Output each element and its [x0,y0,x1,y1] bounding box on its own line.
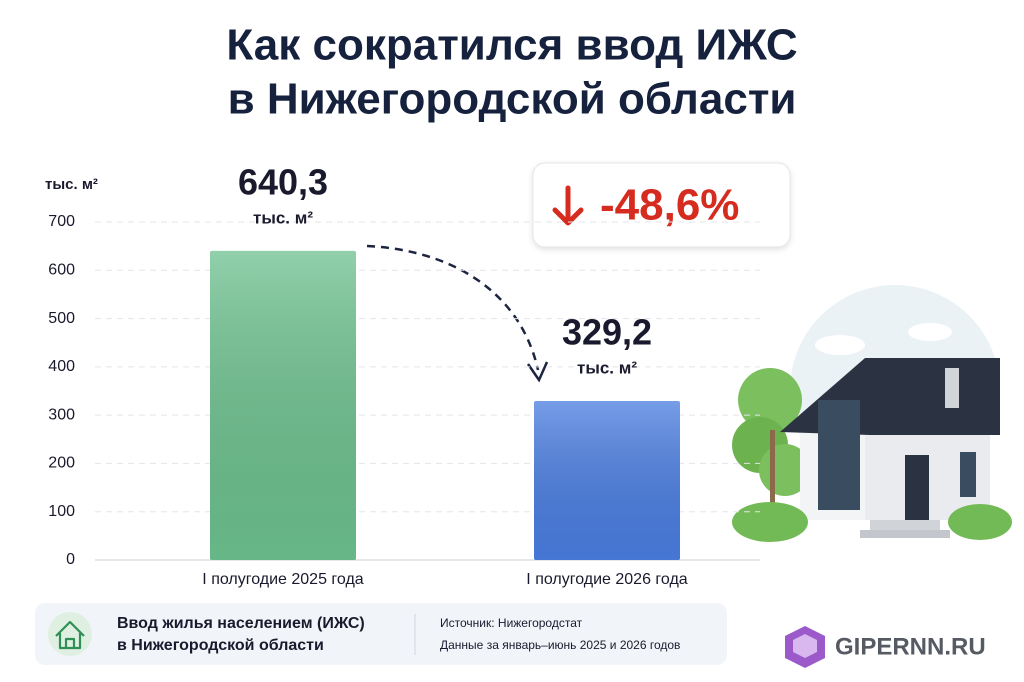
value-label: 640,3 [238,161,328,202]
y-tick-label: 700 [48,213,75,230]
y-tick-label: 100 [48,503,75,520]
change-badge [532,162,791,248]
footer-panel [35,603,727,665]
bar [534,401,680,560]
brand: GIPERNN.RU [835,633,986,660]
footer-note: Данные за январь–июнь 2025 и 2026 годов [440,638,680,652]
value-label: 329,2 [562,312,652,353]
y-tick-label: 200 [48,455,75,472]
footer-icon-bg [48,612,92,656]
down-arrow-icon [552,185,584,226]
footer-title: Ввод жилья населением (ИЖС) [117,615,365,632]
y-tick-label: 0 [66,551,75,568]
value-unit: тыс. м² [253,208,313,227]
x-tick-label: I полугодие 2026 года [526,571,687,588]
footer-title: в Нижегородской области [117,637,324,654]
value-unit: тыс. м² [577,359,637,378]
house-illustration [732,285,1012,542]
chart-title: Как сократился ввод ИЖС [226,21,797,70]
chart-title: в Нижегородской области [228,75,797,124]
trend-arrow-head [526,361,549,383]
y-tick-label: 600 [48,262,75,279]
footer-source: Источник: Нижегородстат [440,616,583,630]
x-tick-label: I полугодие 2025 года [202,571,363,588]
y-axis-label: тыс. м² [45,176,98,193]
y-tick-label: 300 [48,406,75,423]
brand-logo [785,626,825,668]
change-label: -48,6% [600,181,739,230]
footer-house-icon [55,620,85,650]
y-tick-label: 400 [48,358,75,375]
bar [210,250,356,560]
trend-arrow [366,244,540,371]
y-tick-label: 500 [48,310,75,327]
